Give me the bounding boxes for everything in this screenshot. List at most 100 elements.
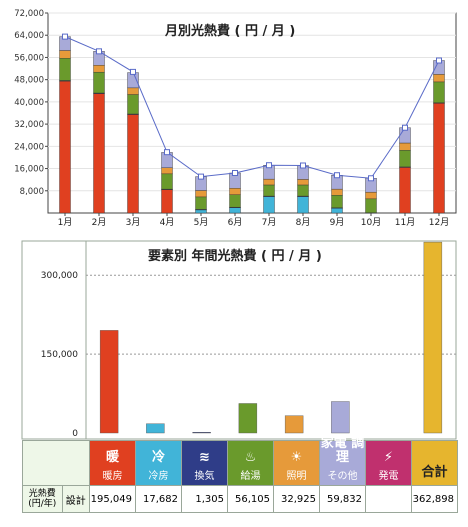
bar-segment [161,173,173,190]
bar-合計 [423,241,443,434]
bar-segment [297,179,309,186]
value-給湯: 56,105 [227,485,274,513]
axis-area [21,240,87,440]
tile-label: 暖房 [102,471,123,482]
summary-row-label: 光熱費 (円/年) [22,485,63,513]
x-tick-label: 6月 [228,217,243,228]
x-tick-label: 8月 [296,217,311,228]
total-line [64,36,440,179]
y-tick-label: 72,000 [14,9,44,19]
tile-icon: 暖 [105,450,119,465]
bar-segment [263,184,275,197]
monthly-chart-title: 月別光熱費 ( 円 / 月 ) [165,24,296,39]
bar-segment [263,196,275,214]
bar-segment [195,196,207,210]
bar-segment [399,150,411,168]
tile-換気: ≋ 換気 [181,440,228,486]
y-tick-label: 16,000 [14,165,44,175]
value-照明: 32,925 [273,485,320,513]
y-tick-label: 32,000 [14,120,44,130]
plot-area [47,12,457,214]
bar-segment [59,50,71,59]
total-marker [232,170,238,176]
value-換気: 1,305 [181,485,228,513]
tile-icon: ⚡ [383,450,394,465]
bar-segment [93,93,105,214]
bar-segment [433,74,445,83]
bar-segment [263,178,275,186]
bar-segment [297,184,309,197]
bar-照明 [284,415,304,434]
total-marker [334,172,340,179]
x-tick-label: 9月 [330,217,345,228]
bar-segment [195,190,207,198]
value-発電 [365,485,412,513]
bar-segment [127,87,139,95]
bar-segment [161,167,173,175]
tile-合計: 合計 [411,440,458,486]
x-tick-label: 2月 [92,217,107,228]
element-chart-panel: 0 150,000 300,000 要素別 年間光熱費 ( 円 / 月 ) [0,237,468,527]
bar-segment [331,195,343,208]
bar-segment [93,71,105,94]
bar-segment [399,166,411,214]
tile-暖房: 暖暖房 [89,440,136,486]
total-marker [300,162,306,169]
total-marker [130,68,136,75]
total-marker [164,149,170,156]
tile-その他: 家電 調理 その他 [319,437,366,486]
y-tick-label: 8,000 [20,187,44,197]
element-chart-title: 要素別 年間光熱費 ( 円 / 月 ) [148,249,322,264]
x-tick-label: 4月 [160,217,175,228]
tile-label: 照明 [286,471,307,482]
bar-冷房 [146,423,165,434]
bar-その他 [331,401,350,434]
bar-segment [229,194,241,208]
y-tick-label: 64,000 [14,31,44,41]
plot-area [85,240,457,440]
total-marker [368,175,374,182]
x-tick-label: 3月 [126,217,141,228]
bar-暖房 [99,330,119,434]
x-tick-label: 11月 [395,217,415,228]
monthly-chart-svg: 8,000 16,000 24,000 32,000 40,000 48,000 56,00… [14,9,457,228]
bar-segment [365,198,377,213]
total-marker [436,57,442,64]
monthly-chart-panel: 8,000 16,000 24,000 32,000 40,000 48,000 56,00… [0,0,468,232]
y-tick-label: 40,000 [14,98,44,108]
summary-header-row: 暖暖房冷冷房 ≋ 換気 ♨ 給湯 ☀ 照明 家電 調理 その他 ⚡ 発電 合計 [22,437,458,486]
tile-icon: ☀ [290,450,303,465]
tile-label: 換気 [194,471,215,482]
total-marker [266,162,272,169]
bar-segment [127,94,139,115]
bar-segment [59,80,71,214]
value-暖房: 195,049 [89,485,136,513]
bar-segment [365,191,377,200]
y-tick-label: 24,000 [14,142,44,152]
row-label-line-1: 光熱費 [28,489,56,499]
bar-segment [399,142,411,151]
x-tick-label: 1月 [58,217,73,228]
x-tick-label: 12月 [429,217,449,228]
bar-segment [229,188,241,195]
total-marker [402,124,408,131]
tile-照明: ☀ 照明 [273,440,320,486]
y-tick-label: 0 [72,429,78,439]
tile-icon: 合計 [421,465,448,480]
x-tick-label: 10月 [361,217,381,228]
bar-segment [93,65,105,73]
tile-icon: ≋ [199,450,210,465]
bar-換気 [192,432,211,434]
tile-発電: ⚡ 発電 [365,440,412,486]
bar-segment [59,58,71,81]
tile-icon: ♨ [244,450,257,465]
tile-icon: 家電 調理 [320,436,365,465]
bar-segment [127,114,139,214]
y-tick-label: 56,000 [14,53,44,63]
total-marker [62,33,68,40]
summary-row-sub: 設計 [61,485,91,513]
tile-label: その他 [327,471,358,482]
x-tick-label: 7月 [262,217,277,228]
bar-segment [331,207,343,214]
tile-冷房: 冷冷房 [135,440,182,486]
